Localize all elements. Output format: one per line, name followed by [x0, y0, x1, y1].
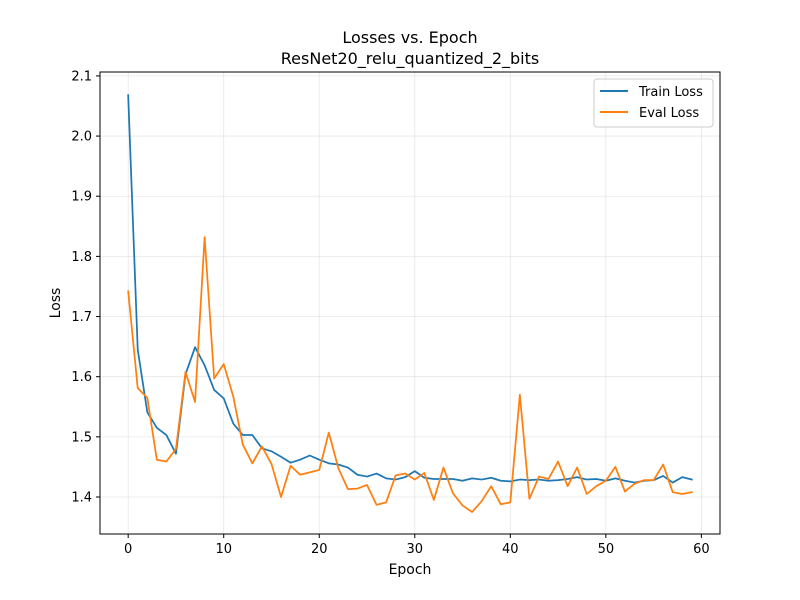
y-tick-label: 1.7 [71, 310, 92, 325]
x-tick-label: 20 [311, 542, 328, 557]
x-axis-label: Epoch [389, 562, 432, 578]
y-tick-label: 1.4 [71, 491, 92, 506]
y-tick-label: 1.5 [71, 430, 92, 445]
y-tick-label: 1.8 [71, 250, 92, 265]
x-tick-label: 30 [407, 542, 424, 557]
x-tick-label: 40 [502, 542, 519, 557]
legend-label-eval-loss: Eval Loss [639, 106, 699, 121]
y-tick-label: 2.0 [71, 130, 92, 145]
series-lines [127, 94, 693, 513]
legend-label-train-loss: Train Loss [638, 85, 703, 100]
chart-title: Losses vs. Epoch [342, 28, 477, 47]
series-line-eval-loss [127, 236, 693, 513]
y-tick-label: 2.1 [71, 69, 92, 84]
x-tick-label: 60 [693, 542, 710, 557]
plot-frame [99, 71, 721, 535]
series-line-train-loss [127, 94, 693, 484]
chart-subtitle: ResNet20_relu_quantized_2_bits [281, 49, 539, 69]
y-tick-label: 1.9 [71, 190, 92, 205]
grid-lines [100, 72, 720, 534]
x-axis: 0 10 20 30 40 50 60 [124, 534, 710, 557]
x-tick-label: 0 [124, 542, 132, 557]
y-tick-label: 1.6 [71, 370, 92, 385]
x-tick-label: 50 [598, 542, 615, 557]
legend: Train Loss Eval Loss [593, 78, 714, 128]
y-axis-label: Loss [48, 288, 64, 319]
y-axis: 1.4 1.5 1.6 1.7 1.8 1.9 2.0 2.1 [71, 69, 100, 506]
x-tick-label: 10 [215, 542, 232, 557]
